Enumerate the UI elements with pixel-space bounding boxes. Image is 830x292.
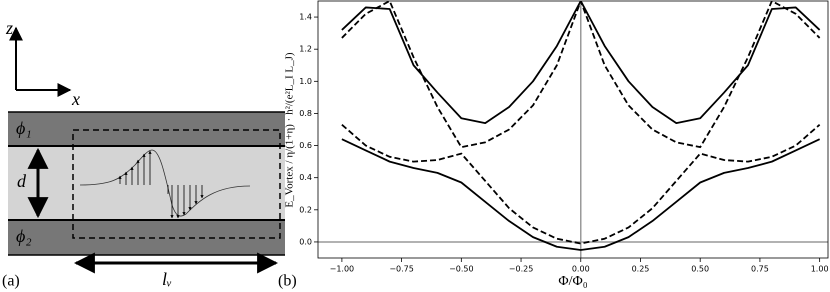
y-axis-label: E_Vortex / η/(1+η) · h²/(e²L_I L_J) <box>284 52 296 207</box>
x-tick-label: 0.75 <box>751 265 769 274</box>
y-tick-label: 0.8 <box>299 109 312 118</box>
lv-label: lᵥ <box>162 269 172 289</box>
panel-a: z x ϕ₁ ϕ₂ d lᵥ (a) <box>2 18 285 290</box>
plot-frame <box>317 0 829 259</box>
y-tick-label: 0.0 <box>299 237 312 246</box>
x-tick-label: 0.25 <box>632 265 650 274</box>
x-tick-label: 1.00 <box>811 265 829 274</box>
y-tick-label: 1.2 <box>299 45 312 54</box>
d-label: d <box>17 171 27 191</box>
middle-layer <box>8 146 285 220</box>
y-tick-label: 1.0 <box>299 77 312 86</box>
x-tick-label: −0.50 <box>449 265 474 274</box>
curve <box>341 138 821 251</box>
curve <box>341 124 821 245</box>
vortex-region <box>72 129 281 239</box>
top-layer <box>8 112 285 146</box>
y-tick-label: 0.2 <box>299 205 312 214</box>
x-tick-label: 0.50 <box>691 265 709 274</box>
x-tick-label: −1.00 <box>330 265 355 274</box>
curve <box>341 1 821 149</box>
y-tick-label: 1.4 <box>299 13 312 22</box>
x-axis-label: Φ/Φ₀ <box>558 274 587 289</box>
x-tick-label: 0.00 <box>572 265 590 274</box>
panel-label: (a) <box>2 273 20 290</box>
y-tick-label: 0.4 <box>299 173 312 182</box>
x-tick-label: −0.75 <box>389 265 414 274</box>
panel-label: (b) <box>278 273 297 290</box>
phi-1-label: ϕ₁ <box>16 118 32 138</box>
plot-area <box>341 1 821 251</box>
z-label: z <box>5 18 13 38</box>
phi-2-label: ϕ₂ <box>16 226 32 246</box>
y-tick-label: 0.6 <box>299 141 312 150</box>
x-tick-label: −0.25 <box>509 265 534 274</box>
current-arrows <box>118 150 204 219</box>
curve <box>341 1 821 124</box>
bottom-layer <box>8 220 285 255</box>
x-label: x <box>71 89 80 109</box>
